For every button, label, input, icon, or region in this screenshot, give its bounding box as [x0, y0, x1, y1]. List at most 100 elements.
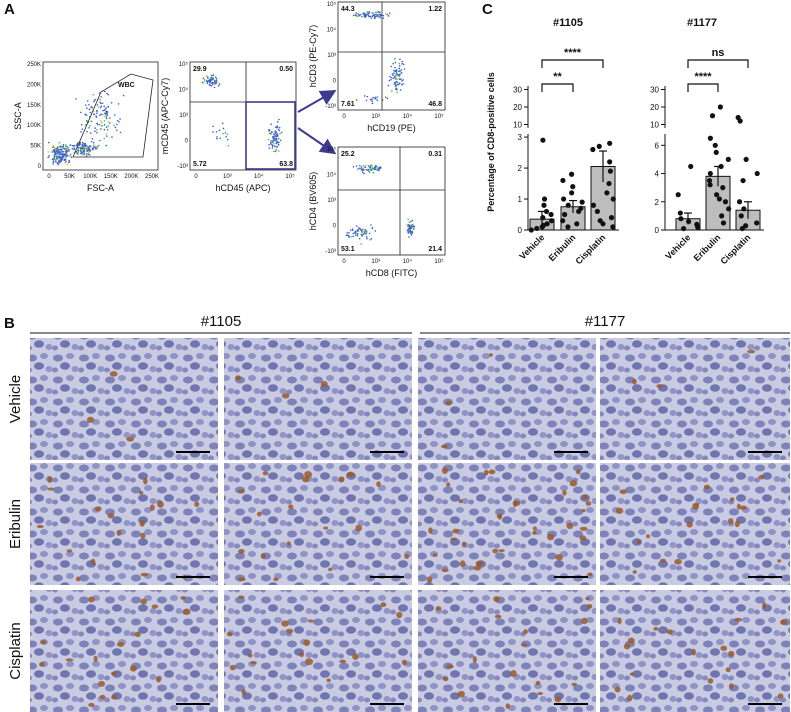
event-dot [80, 123, 83, 126]
event-dot [398, 70, 400, 73]
event-dot [105, 144, 107, 147]
quadrant-value: 63.8 [279, 161, 293, 168]
event-dot [395, 84, 397, 87]
event-dot [92, 146, 95, 149]
event-dot [103, 105, 105, 108]
stained-cell [762, 601, 767, 609]
stained-cell [450, 537, 458, 541]
y-tick-label: 10⁴ [327, 172, 337, 179]
stained-cell [441, 467, 448, 474]
stained-cell [194, 501, 200, 507]
stained-cell [777, 559, 782, 563]
event-dot [268, 130, 270, 132]
event-dot [96, 147, 98, 150]
event-dot [77, 149, 79, 151]
event-dot [100, 128, 102, 130]
event-dot [388, 79, 391, 82]
stained-cell [494, 614, 502, 619]
event-dot [108, 117, 111, 119]
event-dot [85, 104, 87, 106]
event-dot [377, 13, 380, 16]
stained-cell [496, 514, 503, 519]
event-dot [103, 115, 106, 118]
x-tick-label: 100K [83, 174, 97, 180]
event-dot [202, 77, 205, 79]
event-dot [64, 152, 67, 155]
data-point [608, 215, 615, 221]
event-dot [270, 143, 273, 145]
event-dot [354, 231, 356, 234]
event-dot [269, 132, 272, 135]
ihc-image [224, 338, 412, 460]
x-tick-label: 10³ [371, 114, 380, 120]
x-tick-label: 10³ [223, 174, 232, 180]
event-dot [86, 120, 88, 123]
y-tick-label: 10³ [327, 53, 336, 59]
data-point [720, 220, 727, 226]
significance-bracket [541, 83, 574, 92]
event-dot [85, 148, 88, 151]
event-dot [101, 121, 103, 124]
x-tick-label: 10⁵ [285, 173, 295, 180]
stained-cell [615, 507, 624, 514]
event-dot [89, 111, 92, 114]
event-dot [55, 151, 57, 153]
event-dot [56, 160, 58, 163]
event-dot [96, 129, 98, 131]
event-dot [394, 61, 397, 64]
stained-cell [247, 653, 253, 658]
data-point [590, 202, 597, 208]
stained-cell [238, 595, 245, 599]
event-dot [387, 15, 390, 17]
event-dot [379, 16, 381, 19]
event-dot [47, 141, 50, 144]
event-dot [103, 112, 106, 115]
quadrant-value: 0.50 [279, 66, 293, 73]
stained-cell [555, 553, 563, 561]
y-tick-label: 250K [27, 62, 41, 68]
data-point [562, 211, 568, 218]
event-dot [394, 88, 397, 90]
data-point [743, 223, 749, 229]
x-tick-label: 0 [47, 174, 51, 180]
panel-label: A [4, 1, 15, 18]
data-point [574, 221, 580, 227]
event-dot [272, 142, 275, 144]
stained-cell [614, 686, 621, 693]
stained-cell [488, 469, 496, 475]
event-dot [216, 136, 218, 138]
stained-cell [346, 471, 355, 477]
stained-cell [728, 650, 735, 657]
event-dot [370, 237, 373, 240]
event-dot [222, 132, 224, 135]
event-dot [215, 79, 218, 82]
stained-cell [645, 534, 651, 539]
event-dot [398, 65, 401, 67]
event-dot [393, 69, 395, 72]
stained-cell [571, 682, 578, 687]
event-dot [394, 58, 396, 60]
x-tick-label: 10⁴ [254, 173, 264, 180]
event-dot [406, 229, 409, 232]
event-dot [208, 79, 211, 82]
event-dot [216, 137, 218, 140]
data-point [568, 171, 575, 177]
column-label: #1105 [201, 313, 242, 330]
event-dot [365, 235, 368, 238]
event-dot [393, 76, 396, 79]
event-dot [355, 12, 358, 14]
event-dot [371, 227, 374, 230]
event-dot [408, 224, 411, 226]
event-dot [84, 146, 86, 148]
event-dot [83, 151, 85, 154]
stained-cell [285, 628, 294, 634]
stained-cell [182, 608, 191, 615]
event-dot [58, 156, 60, 158]
event-dot [81, 143, 83, 146]
stained-cell [666, 629, 673, 635]
event-dot [107, 121, 110, 123]
data-point [740, 177, 746, 184]
stained-cell [569, 480, 578, 487]
event-dot [395, 78, 398, 81]
stained-cell [328, 567, 333, 572]
